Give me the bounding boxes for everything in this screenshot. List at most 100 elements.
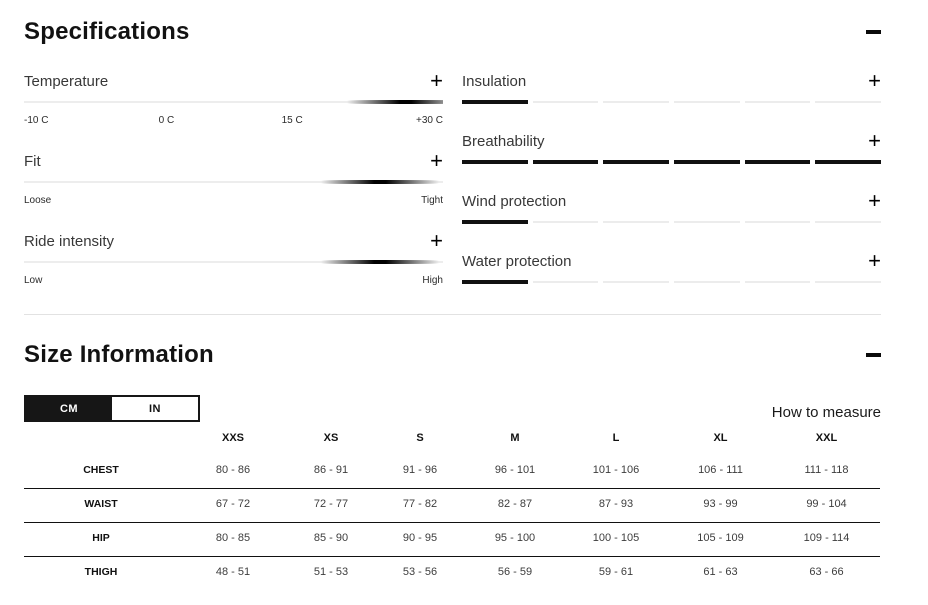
sliders-column: Temperature + -10 C 0 C 15 C +30 C Fit + Loose Ti… bbox=[24, 68, 443, 312]
temperature-expand-button[interactable]: + bbox=[430, 68, 443, 93]
slider-track bbox=[24, 181, 443, 183]
scale-label: High bbox=[422, 275, 443, 286]
size-table-corner bbox=[24, 430, 178, 455]
attr-label-row: Water protection + bbox=[462, 248, 881, 273]
ride-intensity-slider bbox=[24, 260, 443, 264]
breathability-spec-row: Breathability + bbox=[462, 128, 882, 164]
wind-protection-label: Wind protection bbox=[462, 193, 567, 210]
rating-segment bbox=[532, 101, 599, 103]
attr-label-row: Temperature + bbox=[24, 68, 443, 93]
size-cell: 80 - 86 bbox=[215, 464, 251, 476]
water-protection-expand-button[interactable]: + bbox=[868, 248, 881, 273]
size-table-row: THIGH 48 - 51 51 - 53 53 - 56 56 - 59 59 - 61… bbox=[24, 557, 880, 591]
size-information-title: Size Information bbox=[24, 341, 214, 368]
slider-value-marker bbox=[321, 180, 439, 184]
collapse-specifications-button[interactable] bbox=[866, 26, 881, 38]
specifications-header: Specifications bbox=[24, 18, 881, 46]
rating-segment bbox=[462, 280, 528, 284]
product-spec-page: Specifications Temperature + -10 C 0 C 15 C +… bbox=[24, 18, 882, 591]
size-cell: 91 - 96 bbox=[402, 464, 438, 476]
insulation-rating-bar bbox=[462, 100, 882, 104]
insulation-expand-button[interactable]: + bbox=[868, 68, 881, 93]
scale-label: +30 C bbox=[416, 115, 443, 126]
specifications-title: Specifications bbox=[24, 18, 190, 45]
temperature-label: Temperature bbox=[24, 73, 109, 90]
size-cell: 72 - 77 bbox=[313, 498, 349, 510]
collapse-size-information-button[interactable] bbox=[866, 349, 881, 361]
size-cell: 80 - 85 bbox=[215, 532, 251, 544]
size-col-header: L bbox=[612, 432, 620, 444]
size-col-header: XXL bbox=[815, 432, 838, 444]
size-table-header-row: XXS XS S M L XL XXL bbox=[24, 430, 880, 455]
insulation-spec-row: Insulation + bbox=[462, 68, 882, 104]
size-table-row: CHEST 80 - 86 86 - 91 91 - 96 96 - 101 101 - … bbox=[24, 455, 880, 489]
water-protection-label: Water protection bbox=[462, 253, 572, 270]
temperature-spec-row: Temperature + -10 C 0 C 15 C +30 C bbox=[24, 68, 443, 127]
size-cell: 101 - 106 bbox=[592, 464, 640, 476]
rating-segment bbox=[603, 160, 670, 164]
section-divider bbox=[24, 314, 881, 315]
rating-segment bbox=[744, 101, 811, 103]
rating-segment bbox=[532, 281, 599, 283]
size-cell: 61 - 63 bbox=[703, 566, 738, 578]
size-cell: 99 - 104 bbox=[806, 498, 847, 510]
attr-label-row: Wind protection + bbox=[462, 188, 881, 213]
rating-segment bbox=[815, 221, 882, 223]
attr-label-row: Ride intensity + bbox=[24, 228, 443, 253]
slider-value-marker bbox=[346, 100, 443, 104]
slider-track bbox=[24, 101, 443, 103]
size-cell: 90 - 95 bbox=[402, 532, 438, 544]
size-cell: 53 - 56 bbox=[402, 566, 438, 578]
breathability-expand-button[interactable]: + bbox=[868, 128, 881, 153]
size-cell: 82 - 87 bbox=[497, 498, 533, 510]
size-table-row: WAIST 67 - 72 72 - 77 77 - 82 82 - 87 87 - 93… bbox=[24, 489, 880, 523]
fit-expand-button[interactable]: + bbox=[430, 148, 443, 173]
attr-label-row: Fit + bbox=[24, 148, 443, 173]
temperature-slider bbox=[24, 100, 443, 104]
rating-segment bbox=[744, 281, 811, 283]
wind-protection-rating-bar bbox=[462, 220, 882, 224]
ride-intensity-spec-row: Ride intensity + Low High bbox=[24, 228, 443, 287]
attr-label-row: Breathability + bbox=[462, 128, 881, 153]
size-cell: 96 - 101 bbox=[494, 464, 536, 476]
size-cell: 93 - 99 bbox=[703, 498, 738, 510]
size-cell: 106 - 111 bbox=[698, 464, 743, 476]
size-cell: 109 - 114 bbox=[803, 532, 850, 544]
scale-label: Tight bbox=[421, 195, 443, 206]
how-to-measure-link[interactable]: How to measure bbox=[771, 404, 881, 421]
rating-segment bbox=[674, 281, 740, 283]
size-col-header: XXS bbox=[221, 432, 244, 444]
size-cell: 56 - 59 bbox=[497, 566, 533, 578]
minus-icon bbox=[866, 353, 881, 357]
rating-segment bbox=[603, 101, 670, 103]
wind-protection-expand-button[interactable]: + bbox=[868, 188, 881, 213]
unit-toggle-cm[interactable]: CM bbox=[26, 397, 112, 420]
size-cell: 67 - 72 bbox=[215, 498, 251, 510]
rating-segment bbox=[674, 101, 740, 103]
scale-label: Loose bbox=[24, 195, 52, 206]
slider-track bbox=[24, 261, 443, 263]
size-cell: 85 - 90 bbox=[313, 532, 349, 544]
minus-icon bbox=[866, 30, 881, 34]
fit-slider bbox=[24, 180, 443, 184]
water-protection-spec-row: Water protection + bbox=[462, 248, 882, 284]
insulation-label: Insulation bbox=[462, 73, 527, 90]
size-cell: 59 - 61 bbox=[598, 566, 634, 578]
fit-scale: Loose Tight bbox=[24, 194, 443, 207]
fit-spec-row: Fit + Loose Tight bbox=[24, 148, 443, 207]
size-row-label: CHEST bbox=[83, 464, 119, 476]
water-protection-rating-bar bbox=[462, 280, 882, 284]
scale-label: Low bbox=[24, 275, 43, 286]
size-cell: 51 - 53 bbox=[313, 566, 349, 578]
rating-segment bbox=[674, 160, 740, 164]
size-cell: 87 - 93 bbox=[598, 498, 634, 510]
rating-segment bbox=[744, 221, 811, 223]
size-cell: 111 - 118 bbox=[804, 464, 849, 476]
size-table-row: HIP 80 - 85 85 - 90 90 - 95 95 - 100 100 - 10… bbox=[24, 523, 880, 557]
scale-label: -10 C bbox=[24, 115, 49, 126]
unit-toggle-in[interactable]: IN bbox=[112, 397, 198, 420]
size-information-header: Size Information bbox=[24, 341, 881, 369]
unit-toggle: CM IN bbox=[24, 395, 200, 422]
rating-segment bbox=[815, 101, 882, 103]
ride-intensity-expand-button[interactable]: + bbox=[430, 228, 443, 253]
